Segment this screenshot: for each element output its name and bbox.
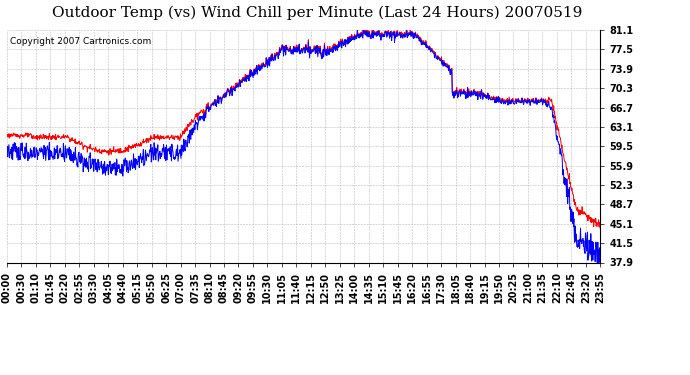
Text: Copyright 2007 Cartronics.com: Copyright 2007 Cartronics.com [10,37,151,46]
Text: Outdoor Temp (vs) Wind Chill per Minute (Last 24 Hours) 20070519: Outdoor Temp (vs) Wind Chill per Minute … [52,6,582,20]
